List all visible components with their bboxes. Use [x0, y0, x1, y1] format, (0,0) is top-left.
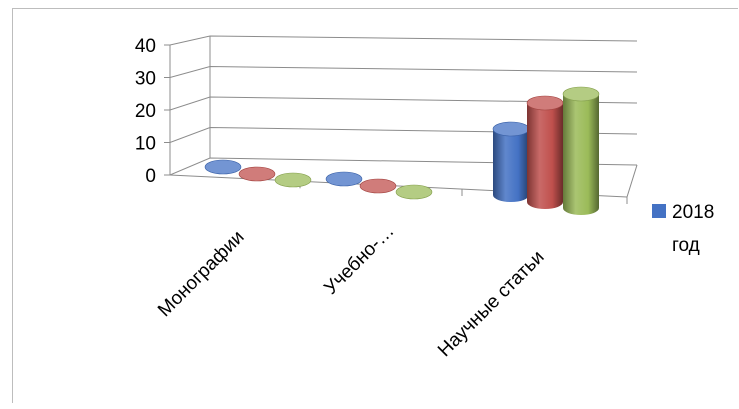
- y-tick-label: 20: [135, 101, 156, 122]
- legend-label-line2: год: [672, 235, 700, 256]
- bar-1-3: [492, 121, 530, 202]
- gridline: [164, 65, 638, 78]
- bar-2-2: [359, 178, 397, 194]
- gridline: [164, 35, 638, 46]
- bar-3-2: [395, 184, 433, 200]
- gridline: [164, 157, 638, 176]
- y-tick-label: 10: [135, 134, 156, 155]
- y-tick-label: 0: [145, 166, 156, 187]
- y-tick-label: 40: [135, 36, 156, 57]
- y-axis-ticks: 40 30 20 10 0: [135, 36, 156, 187]
- chart-bars: [204, 86, 600, 215]
- bar-1-2: [325, 171, 363, 187]
- legend-label-line1: 2018: [672, 202, 714, 223]
- bar-2-1: [238, 166, 276, 182]
- floor-right-edge: [626, 164, 638, 198]
- gridline: [164, 96, 638, 111]
- bar-3-1: [274, 172, 312, 188]
- bar-3-3: [562, 86, 600, 215]
- chart-gridlines: [164, 35, 638, 176]
- y-tick-label: 30: [135, 69, 156, 90]
- bar-1-1: [204, 159, 242, 175]
- legend-swatch-2018: [652, 204, 666, 218]
- bar-2-3: [526, 95, 564, 209]
- gridline: [164, 126, 638, 143]
- chart-border: [12, 8, 738, 403]
- legend: 2018 год: [652, 202, 714, 256]
